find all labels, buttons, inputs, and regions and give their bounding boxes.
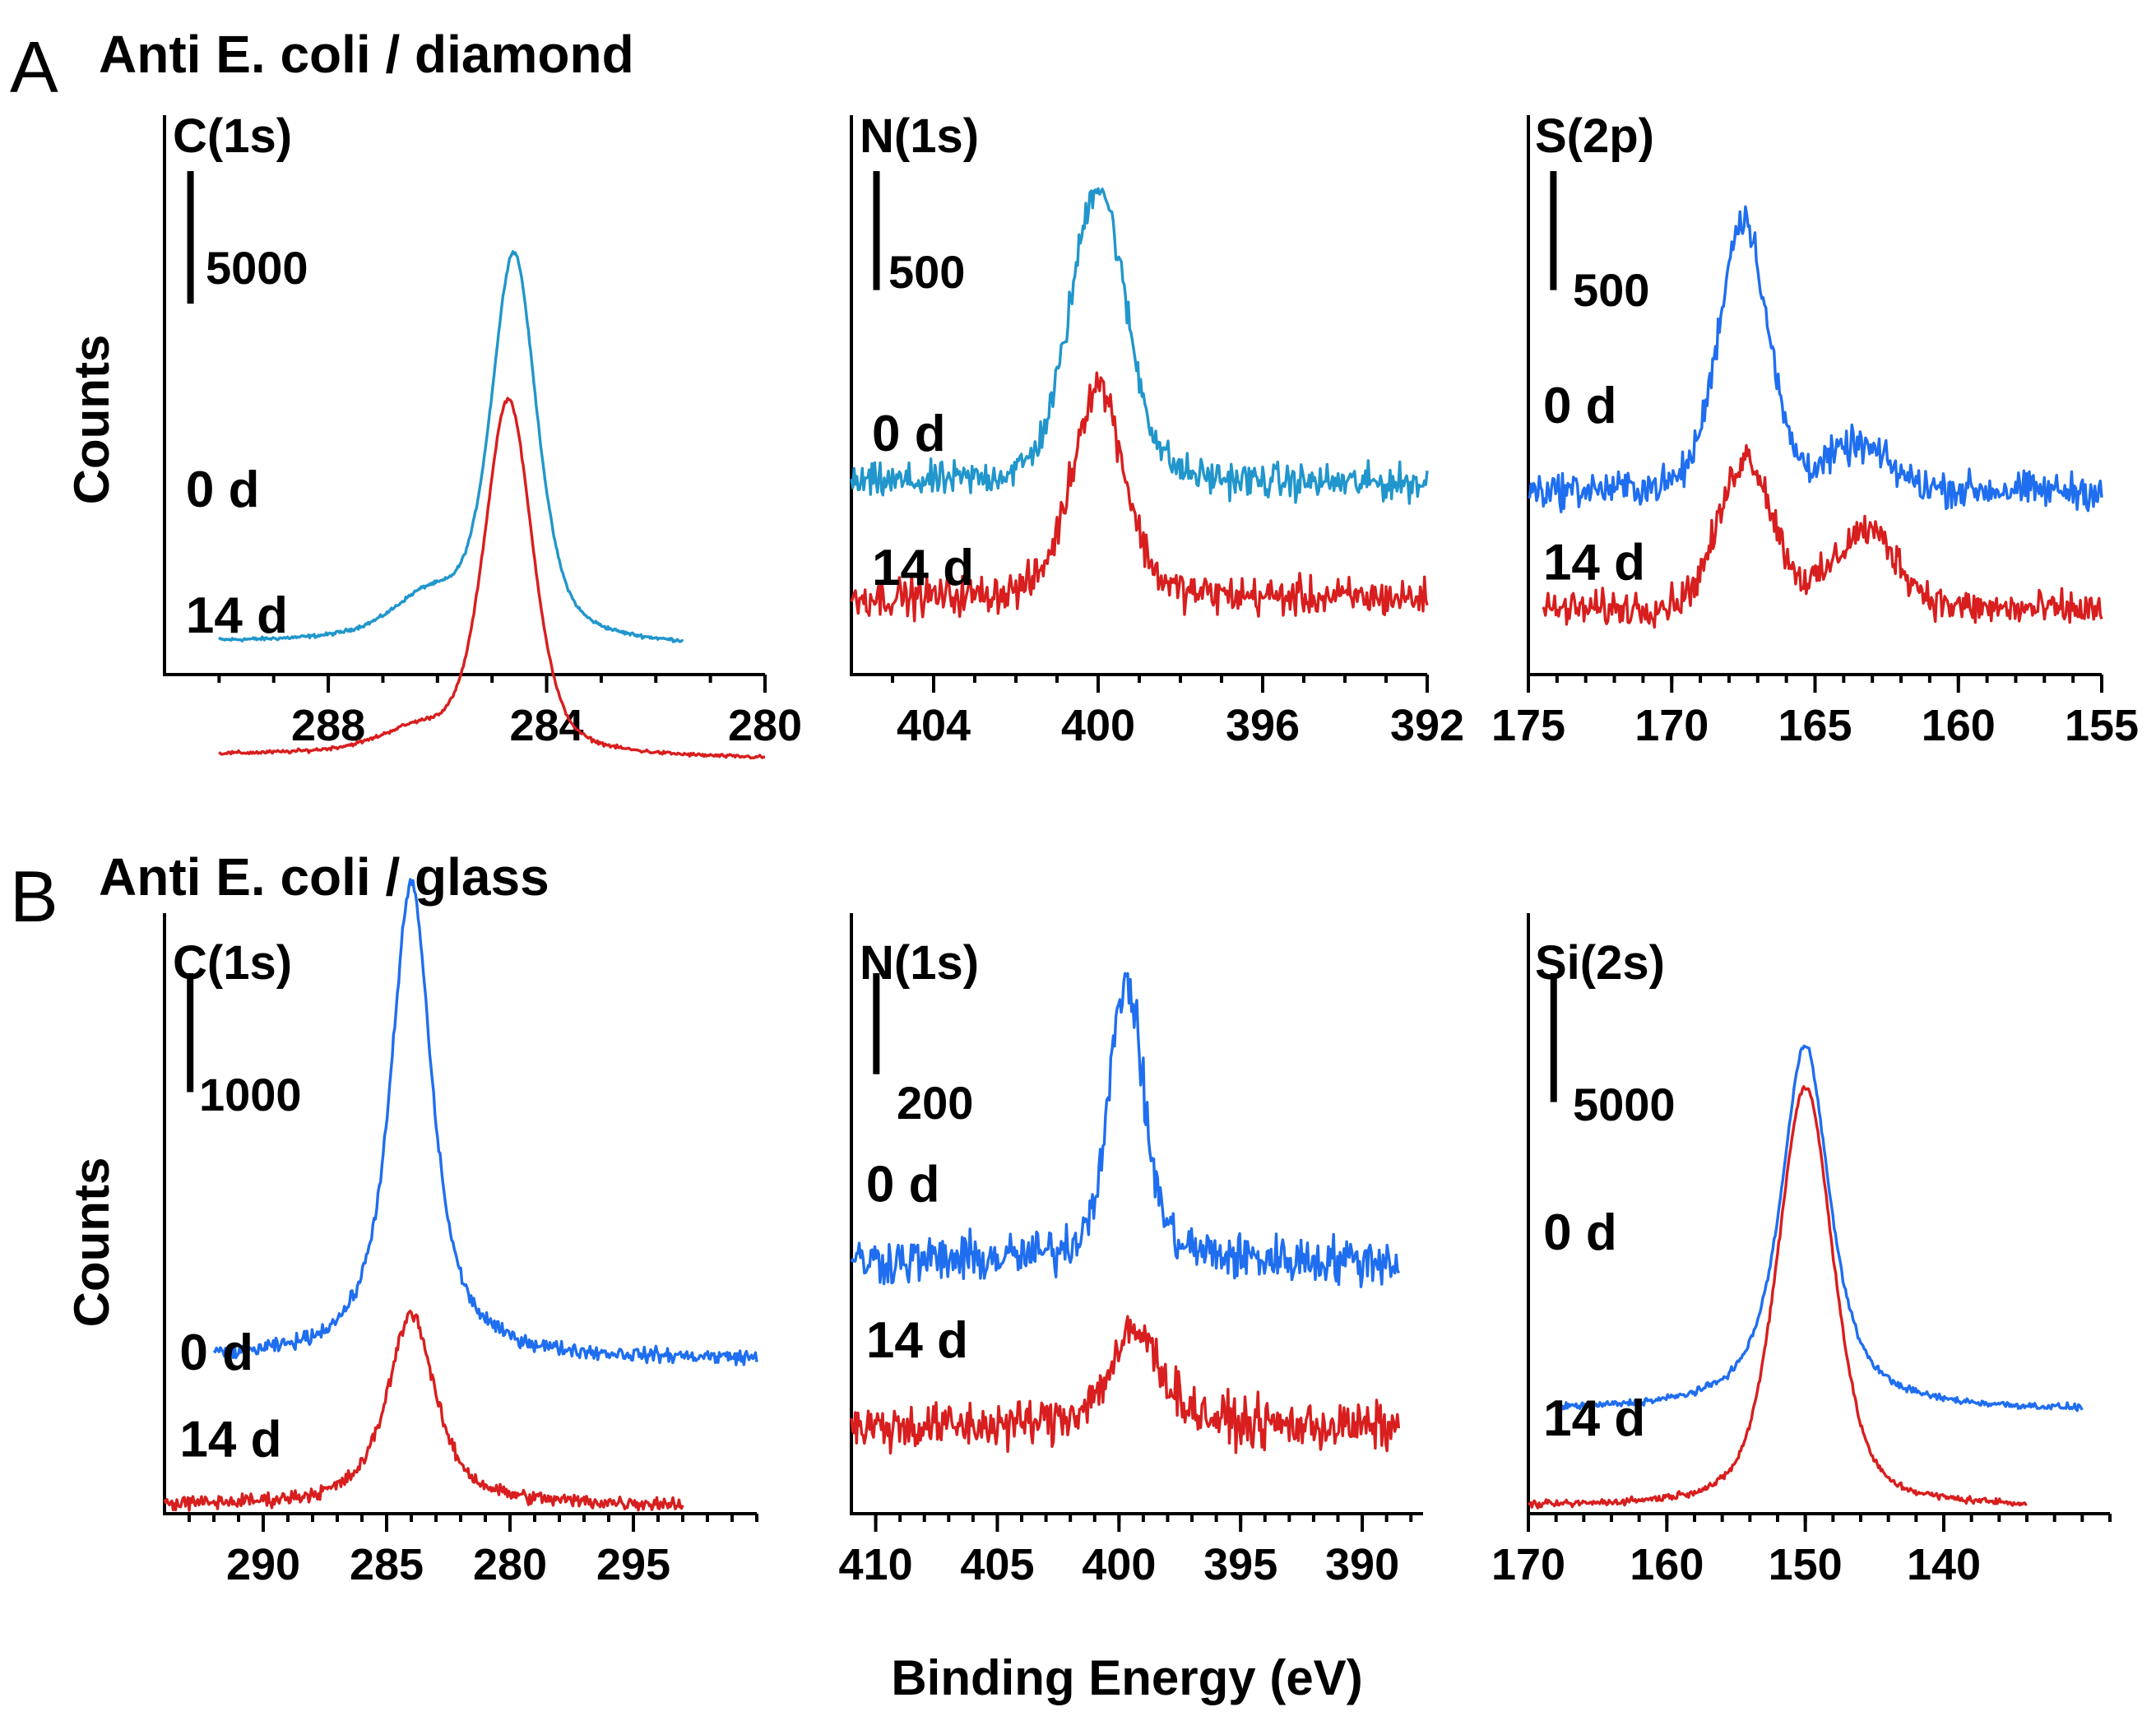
series-line-0d [218, 250, 684, 643]
x-tick-label: 284 [509, 701, 583, 750]
series-line-14d [1527, 1085, 2028, 1510]
curve-label: 0 d [1543, 378, 1617, 434]
x-tick-label: 400 [1082, 1540, 1156, 1589]
curve-label: 14 d [1543, 534, 1645, 591]
curve-label: 14 d [1543, 1390, 1645, 1447]
x-tick-label: 165 [1778, 701, 1852, 750]
subplot-title: N(1s) [860, 109, 979, 163]
scale-bar-label: 200 [897, 1077, 973, 1129]
series-line-0d [1555, 1044, 2084, 1413]
scale-bar-label: 500 [1573, 264, 1649, 316]
x-tick-label: 170 [1491, 1540, 1565, 1589]
x-tick-label: 404 [897, 701, 971, 750]
x-tick-label: 400 [1061, 701, 1135, 750]
x-tick-label: 175 [1491, 701, 1565, 750]
subplot-a-n1s: N(1s) 500 404 400 396 392 0 d 14 d [850, 109, 1464, 750]
scale-bar-label: 5000 [1573, 1079, 1676, 1130]
panel-letter-b: B [10, 856, 58, 937]
x-tick-label: 410 [839, 1540, 913, 1589]
x-tick-label: 160 [1922, 701, 1996, 750]
y-axis-label-a: Counts [64, 335, 119, 505]
subplot-title: C(1s) [173, 109, 292, 163]
panel-title-a: Anti E. coli / diamond [99, 25, 634, 84]
x-tick-label: 396 [1226, 701, 1300, 750]
axis-frame [163, 115, 765, 676]
curve-label: 14 d [179, 1412, 281, 1468]
x-tick-label: 150 [1769, 1540, 1843, 1589]
series-line-0d [850, 187, 1429, 505]
x-tick-label: 140 [1907, 1540, 1981, 1589]
panel-title-b: Anti E. coli / glass [99, 847, 549, 907]
scale-bar-label: 5000 [206, 242, 308, 294]
curve-label: 14 d [186, 587, 288, 644]
series-line-0d [850, 972, 1400, 1288]
x-tick-label: 285 [350, 1540, 424, 1589]
x-tick-label: 392 [1390, 701, 1464, 750]
x-tick-label: 290 [226, 1540, 300, 1589]
curve-label: 0 d [866, 1156, 940, 1213]
x-tick-label: 160 [1630, 1540, 1704, 1589]
scale-bar-label: 500 [888, 246, 965, 298]
series-line-14d [163, 1310, 684, 1512]
x-axis-label: Binding Energy (eV) [891, 1650, 1362, 1705]
scale-bar-label: 1000 [199, 1069, 302, 1120]
series-line-0d [1528, 205, 2103, 513]
series-line-14d [850, 371, 1429, 623]
series-line-14d [1542, 443, 2103, 629]
x-tick-label: 288 [291, 701, 365, 750]
axis-frame [850, 115, 1427, 676]
curve-label: 0 d [186, 462, 260, 518]
series-line-14d [218, 397, 766, 760]
subplot-a-c1s: C(1s) 5000 288 284 280 0 d 14 d [163, 109, 802, 760]
curve-label: 0 d [1543, 1204, 1617, 1261]
x-tick-label: 395 [1203, 1540, 1277, 1589]
x-tick-label: 295 [596, 1540, 670, 1589]
x-tick-label: 170 [1634, 701, 1709, 750]
x-tick-label: 390 [1325, 1540, 1399, 1589]
series-line-0d [212, 878, 758, 1366]
subplot-title: S(2p) [1535, 109, 1654, 163]
x-tick-label: 405 [960, 1540, 1034, 1589]
x-tick-label: 280 [728, 701, 802, 750]
axis-frame [850, 913, 1423, 1515]
panel-letter-a: A [10, 26, 58, 108]
curve-label: 14 d [872, 540, 974, 596]
series-line-14d [850, 1315, 1401, 1455]
curve-label: 14 d [866, 1312, 968, 1369]
x-tick-label: 155 [2065, 701, 2139, 750]
subplot-a-s2p: S(2p) 500 175 170 165 160 155 0 d 14 d [1491, 109, 2139, 750]
curve-label: 0 d [872, 406, 946, 462]
y-axis-label-b: Counts [64, 1157, 119, 1328]
x-tick-label: 280 [473, 1540, 547, 1589]
curve-label: 0 d [179, 1324, 253, 1381]
